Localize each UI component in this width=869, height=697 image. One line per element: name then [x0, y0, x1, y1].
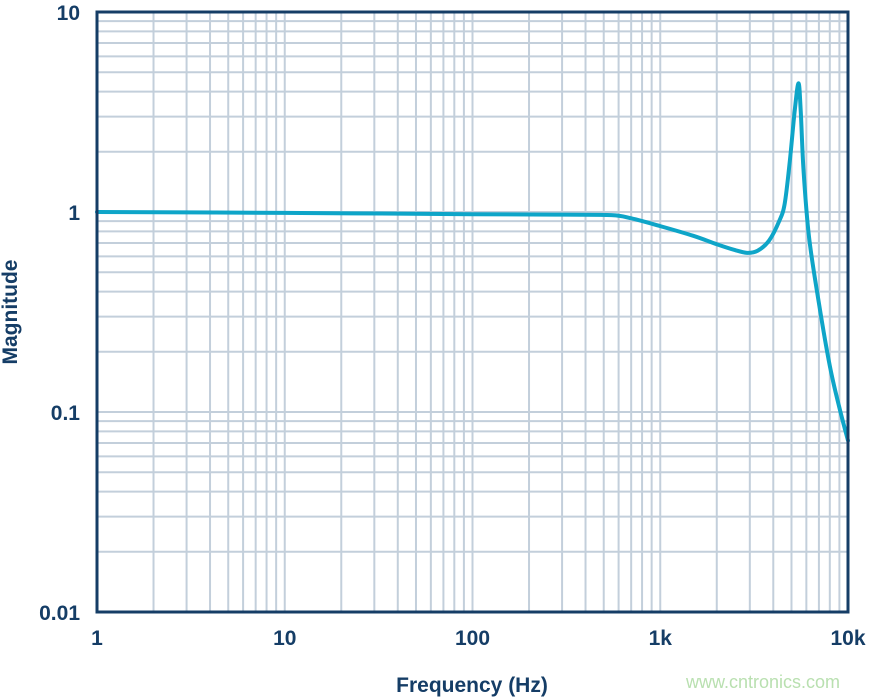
grid-lines — [97, 12, 848, 612]
y-tick-label: 0.01 — [39, 602, 80, 625]
y-tick-label: 10 — [57, 2, 80, 25]
x-tick-label: 1k — [649, 627, 673, 650]
plot-frame — [95, 10, 850, 614]
y-tick-label: 1 — [68, 202, 80, 225]
x-tick-label: 100 — [455, 627, 490, 650]
magnitude-curve — [95, 81, 850, 443]
x-tick-label: 10k — [830, 627, 865, 650]
x-tick-labels: 1 10 100 1k 10k — [91, 627, 866, 650]
y-tick-labels: 0.01 0.1 1 10 — [39, 2, 80, 625]
x-tick-label: 10 — [273, 627, 296, 650]
x-tick-label: 1 — [91, 627, 103, 650]
y-axis-label: Magnitude — [0, 260, 22, 365]
x-axis-label: Frequency (Hz) — [396, 674, 548, 697]
watermark: www.cntronics.com — [685, 672, 840, 692]
y-tick-label: 0.1 — [51, 402, 81, 425]
